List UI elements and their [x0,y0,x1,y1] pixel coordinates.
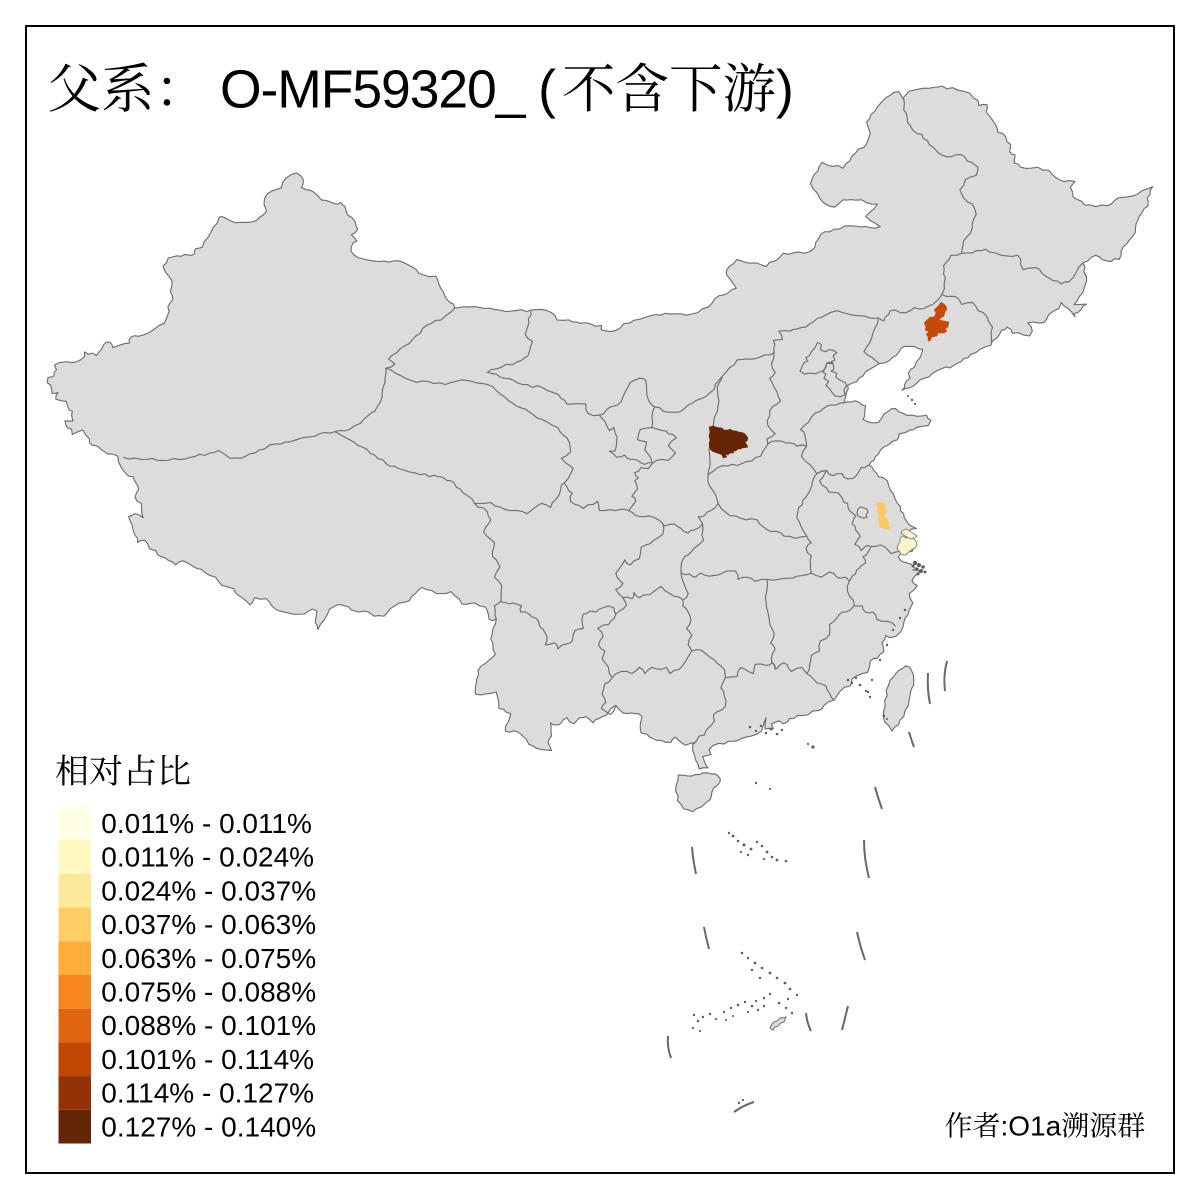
svg-text::O1a: :O1a [1001,1111,1062,1142]
svg-text:O-MF59320_ (: O-MF59320_ ( [220,61,556,120]
svg-text:0.024% - 0.037%: 0.024% - 0.037% [101,875,316,906]
svg-text:0.037% - 0.063%: 0.037% - 0.063% [101,909,316,940]
svg-text:): ) [776,61,794,120]
svg-text:0.088% - 0.101%: 0.088% - 0.101% [101,1010,316,1041]
svg-text:0.011% - 0.011%: 0.011% - 0.011% [101,808,312,839]
svg-text:0.011% - 0.024%: 0.011% - 0.024% [101,842,314,873]
svg-text:0.063% - 0.075%: 0.063% - 0.075% [101,943,316,974]
svg-text:0.114% - 0.127%: 0.114% - 0.127% [101,1078,314,1109]
svg-text:0.101% - 0.114%: 0.101% - 0.114% [101,1044,314,1075]
svg-text:0.075% - 0.088%: 0.075% - 0.088% [101,977,316,1008]
svg-text:0.127% - 0.140%: 0.127% - 0.140% [101,1111,316,1142]
